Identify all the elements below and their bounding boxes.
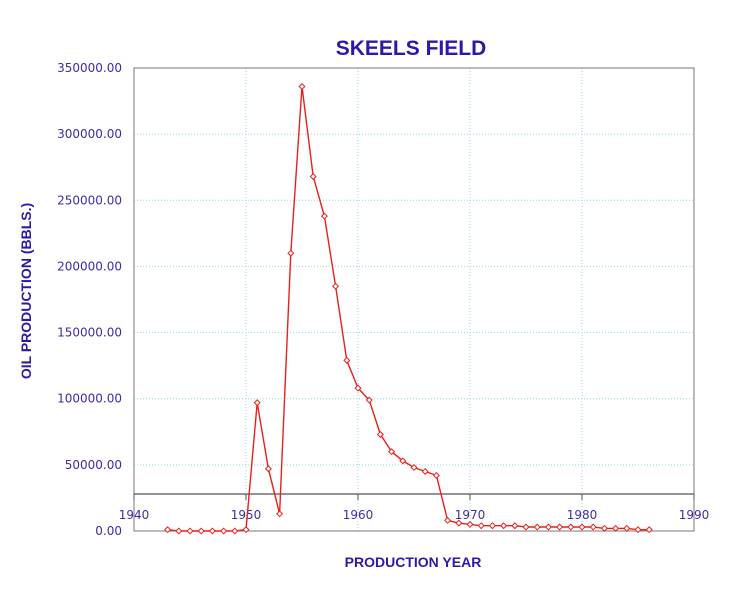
data-point-marker (421, 467, 429, 475)
data-point-marker (287, 249, 295, 257)
data-point-marker (544, 523, 552, 531)
x-tick-label: 1950 (231, 508, 262, 522)
data-point-marker (343, 356, 351, 364)
data-point-marker (332, 282, 340, 290)
data-point-marker (276, 510, 284, 518)
data-point-marker (567, 523, 575, 531)
data-point-marker (533, 523, 541, 531)
data-point-marker (600, 524, 608, 532)
data-point-marker (365, 396, 373, 404)
y-tick-label: 150000.00 (57, 326, 122, 340)
data-point-marker (578, 523, 586, 531)
data-point-marker (186, 527, 194, 535)
data-point-marker (432, 471, 440, 479)
data-point-marker (164, 526, 172, 534)
data-point-marker (175, 527, 183, 535)
data-point-marker (589, 523, 597, 531)
grid-lines (134, 68, 694, 531)
x-axis-label: PRODUCTION YEAR (345, 554, 482, 570)
y-tick-label: 200000.00 (57, 259, 122, 273)
data-point-marker (466, 520, 474, 528)
data-point-marker (309, 172, 317, 180)
data-point-marker (220, 527, 228, 535)
plot-frame (133, 67, 695, 532)
data-point-marker (197, 527, 205, 535)
data-point-marker (455, 519, 463, 527)
x-tick-label: 1960 (343, 508, 374, 522)
data-point-marker (612, 524, 620, 532)
data-point-marker (500, 522, 508, 530)
y-axis-label: OIL PRODUCTION (BBLS.) (18, 203, 34, 379)
x-tick-label: 1970 (455, 508, 486, 522)
data-point-marker (522, 523, 530, 531)
y-tick-label: 250000.00 (57, 193, 122, 207)
data-point-marker (320, 212, 328, 220)
data-point-marker (634, 526, 642, 534)
y-tick-label: 350000.00 (57, 61, 122, 75)
data-point-marker (556, 523, 564, 531)
data-point-marker (399, 457, 407, 465)
data-point-marker (477, 522, 485, 530)
data-point-marker (298, 83, 306, 91)
chart-title: SKEELS FIELD (336, 37, 487, 60)
data-point-marker (511, 522, 519, 530)
x-tick-label: 1940 (119, 508, 150, 522)
data-series (164, 83, 653, 535)
x-tick-label: 1990 (679, 508, 710, 522)
y-tick-label: 50000.00 (65, 458, 122, 472)
y-tick-labels: 0.00 50000.00 100000.00 150000.00 200000.00 2… (57, 61, 122, 538)
data-point-marker (488, 522, 496, 530)
data-point-marker (623, 524, 631, 532)
x-tick-label: 1980 (567, 508, 598, 522)
y-tick-label: 300000.00 (57, 127, 122, 141)
series-line (167, 86, 650, 532)
data-point-marker (242, 526, 250, 534)
data-point-marker (410, 463, 418, 472)
y-tick-label: 100000.00 (57, 392, 122, 406)
data-point-marker (388, 448, 396, 456)
data-point-marker (208, 527, 216, 535)
data-point-marker (354, 384, 362, 392)
data-point-marker (376, 430, 384, 438)
data-point-marker (253, 399, 261, 407)
y-tick-label: 0.00 (95, 524, 122, 538)
data-point-marker (264, 465, 272, 473)
x-tick-labels: 1940 1950 1960 1970 1980 1990 (119, 494, 710, 522)
data-point-marker (645, 526, 653, 534)
data-point-marker (231, 527, 239, 535)
data-point-marker (444, 516, 452, 524)
